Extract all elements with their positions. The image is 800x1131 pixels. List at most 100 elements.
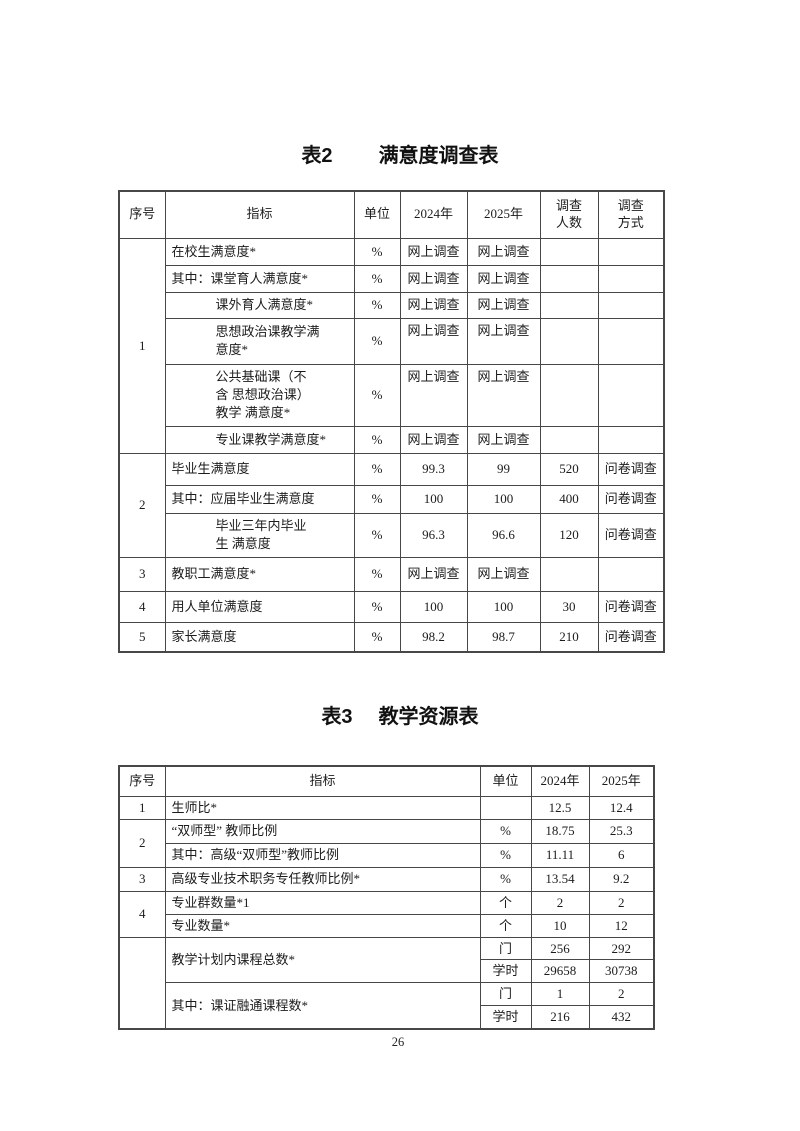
unit-cell: %: [353, 556, 401, 592]
value-2024-cell: 100: [399, 484, 468, 514]
indicator-cell: 毕业三年内毕业 生 满意度: [164, 512, 355, 558]
table2-title-label: 表2: [301, 145, 333, 167]
unit-cell: %: [353, 452, 401, 486]
seq-cell: 5: [118, 621, 166, 653]
unit-cell: %: [353, 264, 401, 293]
table2-title-text: 满意度调查表: [378, 145, 499, 167]
indicator-cell: 在校生满意度*: [164, 237, 355, 266]
value-2025-cell: 292: [588, 936, 655, 961]
table-row: 2 毕业生满意度 % 99.3 99 520 问卷调查: [118, 452, 665, 558]
indicator-cell: 毕业生满意度: [164, 452, 355, 486]
method-cell: [597, 556, 665, 592]
col-header-indicator: 指标: [164, 190, 355, 239]
table2-title: 表2 满意度调查表: [0, 139, 800, 168]
method-cell: 问卷调查: [597, 512, 665, 558]
value-2025-cell: 12: [588, 913, 655, 938]
value-2025-cell: 网上调查: [466, 264, 541, 293]
unit-cell: 个: [479, 913, 532, 938]
method-cell: [597, 425, 665, 454]
col-header-2025: 2025年: [466, 190, 541, 239]
seq-cell: 1: [118, 237, 166, 454]
col-header-method: 调查 方式: [597, 190, 665, 239]
table-row: 专业数量* 个 10 12: [119, 913, 655, 938]
value-2025-cell: 30738: [588, 959, 655, 984]
value-2025-cell: 100: [466, 590, 541, 623]
table-row: 毕业三年内毕业 生 满意度 % 96.3 96.6 120 问卷调查: [119, 512, 665, 558]
indicator-cell: 家长满意度: [164, 621, 355, 653]
seq-cell: 2: [118, 452, 166, 558]
indicator-cell: 公共基础课（不 含 思想政治课） 教学 满意度*: [164, 363, 355, 427]
unit-cell: %: [479, 818, 532, 844]
value-2024-cell: 1: [530, 982, 590, 1007]
seq-cell: 4: [118, 890, 166, 938]
col-header-2025: 2025年: [588, 765, 655, 797]
count-cell: [539, 317, 599, 365]
table-row: 3 教职工满意度* % 网上调查 网上调查: [118, 556, 665, 592]
unit-cell: 个: [479, 890, 532, 915]
col-header-count: 调查 人数: [539, 190, 599, 239]
table-row: 5 家长满意度 % 98.2 98.7 210 问卷调查: [118, 621, 665, 653]
value-2024-cell: 18.75: [530, 818, 590, 844]
table-row: 教学计划内课程总数* 门 256 292: [118, 936, 655, 1030]
table-row: 公共基础课（不 含 思想政治课） 教学 满意度* % 网上调查 网上调查: [119, 363, 665, 427]
value-2025-cell: 网上调查: [466, 425, 541, 454]
value-2024-cell: 2: [530, 890, 590, 915]
value-2024-cell: 网上调查: [399, 556, 468, 592]
unit-cell: %: [353, 237, 401, 266]
value-2024-cell: 网上调查: [399, 317, 468, 365]
table-header-row: 序号 指标 单位 2024年 2025年: [118, 765, 655, 797]
value-2025-cell: 96.6: [466, 512, 541, 558]
seq-cell: 4: [118, 590, 166, 623]
col-header-seq: 序号: [118, 190, 166, 239]
value-2024-cell: 98.2: [399, 621, 468, 653]
value-2024-cell: 96.3: [399, 512, 468, 558]
method-cell: 问卷调查: [597, 484, 665, 514]
value-2024-cell: 网上调查: [399, 237, 468, 266]
value-2025-cell: 2: [588, 890, 655, 915]
value-2025-cell: 12.4: [588, 795, 655, 820]
table-row: 其中：课证融通课程数* 门 1 2: [119, 982, 655, 1030]
unit-cell: 学时: [479, 1005, 532, 1030]
method-cell: [597, 264, 665, 293]
count-cell: [539, 363, 599, 427]
unit-cell: %: [479, 842, 532, 868]
table-header-row: 序号 指标 单位 2024年 2025年 调查 人数 调查 方式: [118, 190, 665, 239]
table-row: 课外育人满意度* % 网上调查 网上调查: [119, 291, 665, 319]
satisfaction-survey-table: 序号 指标 单位 2024年 2025年 调查 人数 调查 方式 1 在校生满意…: [118, 190, 665, 653]
method-cell: [597, 237, 665, 266]
value-2024-cell: 网上调查: [399, 264, 468, 293]
indicator-cell: 教职工满意度*: [164, 556, 355, 592]
value-2025-cell: 6: [588, 842, 655, 868]
value-2025-cell: 网上调查: [466, 363, 541, 427]
teaching-resources-table: 序号 指标 单位 2024年 2025年 1 生师比* 12.5 12.4 2 …: [118, 765, 655, 1031]
method-cell: [597, 317, 665, 365]
count-cell: 210: [539, 621, 599, 653]
unit-cell: %: [353, 363, 401, 427]
value-2024-cell: 100: [399, 590, 468, 623]
table-row: 4 专业群数量*1 个 2 2: [118, 890, 655, 938]
indicator-cell: 其中：应届毕业生满意度: [164, 484, 355, 514]
value-2024-cell: 29658: [530, 959, 590, 984]
col-header-2024: 2024年: [399, 190, 468, 239]
seq-cell: 2: [118, 818, 166, 868]
indicator-cell: 用人单位满意度: [164, 590, 355, 623]
table-row: 1 在校生满意度* % 网上调查 网上调查: [118, 237, 665, 454]
value-2025-cell: 9.2: [588, 866, 655, 892]
value-2024-cell: 11.11: [530, 842, 590, 868]
count-cell: 400: [539, 484, 599, 514]
unit-cell: %: [353, 621, 401, 653]
table3-title-label: 表3: [321, 706, 353, 728]
value-2025-cell: 网上调查: [466, 291, 541, 319]
indicator-cell: 其中：课堂育人满意度*: [164, 264, 355, 293]
table3-title: 表3 教学资源表: [0, 700, 800, 729]
col-header-2024: 2024年: [530, 765, 590, 797]
unit-cell: %: [353, 291, 401, 319]
table-row: 专业课教学满意度* % 网上调查 网上调查: [119, 425, 665, 454]
value-2025-cell: 99: [466, 452, 541, 486]
table-row: 3 高级专业技术职务专任教师比例* % 13.54 9.2: [118, 866, 655, 892]
value-2025-cell: 98.7: [466, 621, 541, 653]
value-2025-cell: 网上调查: [466, 317, 541, 365]
unit-cell: [479, 795, 532, 820]
value-2024-cell: 13.54: [530, 866, 590, 892]
value-2025-cell: 2: [588, 982, 655, 1007]
